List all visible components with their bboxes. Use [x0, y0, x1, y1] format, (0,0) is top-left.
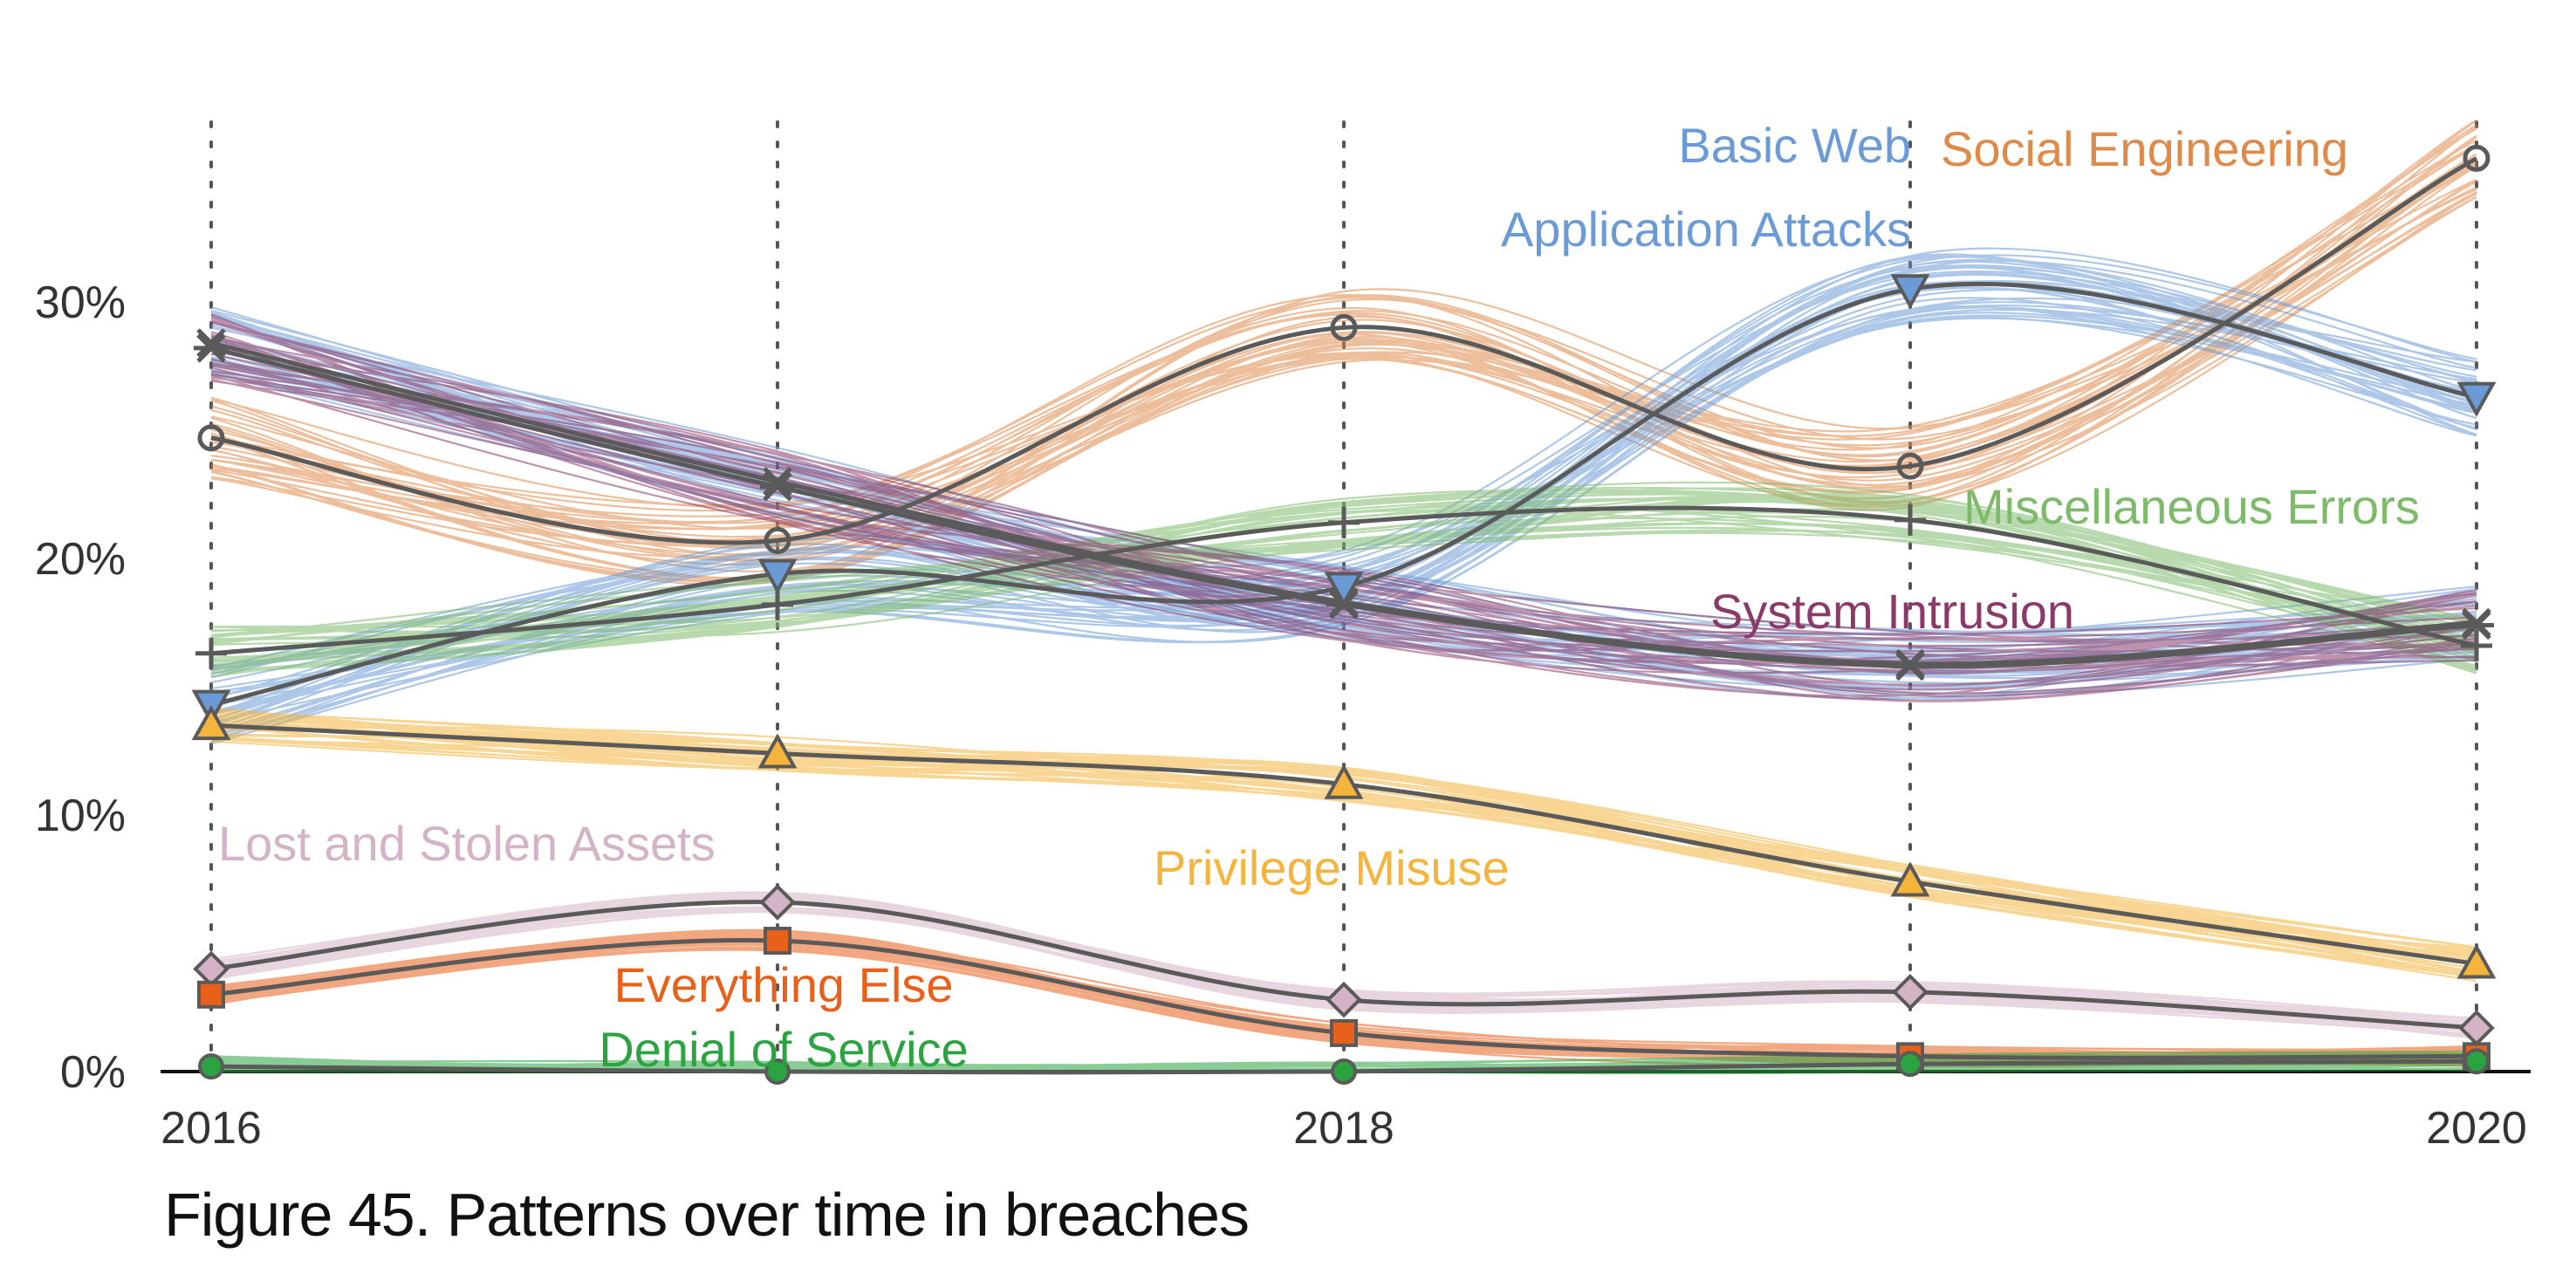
marker-application-attacks: [757, 558, 798, 594]
bundle-line: [210, 191, 2477, 517]
bundle-line: [210, 305, 2477, 669]
bundle-line: [210, 195, 2477, 579]
marker-privilege-misuse: [1890, 861, 1930, 897]
y-tick-label: 0%: [60, 1047, 126, 1098]
marker-social-engineering: [1896, 452, 1924, 480]
axes: 0% 10% 20% 30% 2016 2018 2020: [35, 277, 2531, 1154]
y-tick-label: 20%: [35, 534, 126, 585]
series-label-privilege-misuse: Privilege Misuse: [1154, 840, 1510, 895]
marker-system-intrusion: [760, 471, 795, 502]
marker-everything-else: [1330, 1018, 1358, 1047]
marker-everything-else: [764, 927, 791, 956]
marker-application-attacks: [1890, 274, 1930, 310]
x-tick-label: 2018: [1293, 1103, 1394, 1154]
marker-denial-of-service: [764, 1058, 791, 1085]
marker-system-intrusion: [1326, 590, 1361, 620]
marker-denial-of-service: [1331, 1058, 1357, 1085]
marker-system-intrusion: [194, 333, 229, 363]
series-label-system-intrusion: System Intrusion: [1710, 584, 2074, 639]
bundle-line: [210, 157, 2477, 524]
marker-application-attacks: [1324, 572, 1364, 607]
marker-miscellaneous-errors: [2461, 629, 2492, 661]
bundle-line: [210, 366, 2477, 640]
marker-denial-of-service: [1897, 1051, 1923, 1078]
x-tick-label: 2020: [2426, 1103, 2527, 1154]
bundle-line: [210, 522, 2477, 666]
marker-privilege-misuse: [191, 705, 231, 741]
bundle-line: [210, 489, 2477, 642]
marker-lost-and-stolen-assets: [1326, 981, 1362, 1018]
bundle-line: [210, 119, 2477, 512]
marker-system-intrusion: [1893, 651, 1928, 682]
bundle-line: [210, 337, 2477, 687]
marker-social-engineering: [2463, 144, 2490, 172]
marker-privilege-misuse: [1324, 764, 1364, 799]
marker-system-intrusion: [2459, 610, 2494, 640]
series-label-everything-else: Everything Else: [613, 957, 953, 1012]
series-label-denial-of-service: Denial of Service: [599, 1022, 968, 1077]
bundle-line: [210, 373, 2477, 702]
marker-social-engineering: [764, 526, 791, 554]
bundle-line: [210, 270, 2477, 671]
marker-privilege-misuse: [2456, 943, 2497, 979]
marker-basic-web: [763, 467, 792, 497]
marker-denial-of-service: [198, 1053, 224, 1080]
marker-everything-else: [197, 980, 225, 1009]
marker-social-engineering: [1330, 313, 1358, 341]
x-tick-label: 2016: [161, 1103, 262, 1154]
marker-lost-and-stolen-assets: [759, 884, 796, 921]
series-label-basic-web: Basic Web: [1678, 118, 1911, 173]
marker-miscellaneous-errors: [195, 637, 227, 669]
figure-caption: Figure 45. Patterns over time in breache…: [164, 1181, 1250, 1249]
bundle-line: [210, 127, 2477, 531]
marker-lost-and-stolen-assets: [1892, 974, 1929, 1010]
marker-privilege-misuse: [757, 733, 798, 769]
marker-application-attacks: [2456, 381, 2497, 417]
series-label-lost-and-stolen-assets: Lost and Stolen Assets: [218, 816, 716, 871]
y-tick-label: 30%: [35, 277, 126, 328]
series-line-social-engineering: [210, 156, 2478, 545]
series-label-application-attacks: Application Attacks: [1501, 202, 1911, 257]
bundle-line: [210, 370, 2477, 653]
bundle-line: [210, 378, 2477, 668]
marker-basic-web: [196, 328, 226, 358]
marker-denial-of-service: [2463, 1048, 2490, 1075]
marker-miscellaneous-errors: [1328, 506, 1360, 538]
series-labels: Social Engineering Basic Web Application A…: [218, 118, 2420, 1077]
bundle-line: [210, 498, 2477, 674]
bundle-line: [210, 120, 2477, 531]
marker-social-engineering: [197, 424, 225, 452]
marker-miscellaneous-errors: [762, 588, 793, 620]
series-markers: [191, 144, 2497, 1085]
bundle-line: [210, 363, 2477, 691]
marker-miscellaneous-errors: [1894, 503, 1926, 536]
series-label-miscellaneous-errors: Miscellaneous Errors: [1963, 479, 2420, 534]
bundle-line: [210, 188, 2477, 583]
bundle-line: [210, 716, 2477, 976]
bundle-line: [210, 193, 2477, 579]
bundle-line: [210, 144, 2477, 550]
series-label-social-engineering: Social Engineering: [1941, 121, 2348, 176]
y-tick-label: 10%: [35, 791, 126, 841]
bundle-line: [210, 359, 2477, 660]
